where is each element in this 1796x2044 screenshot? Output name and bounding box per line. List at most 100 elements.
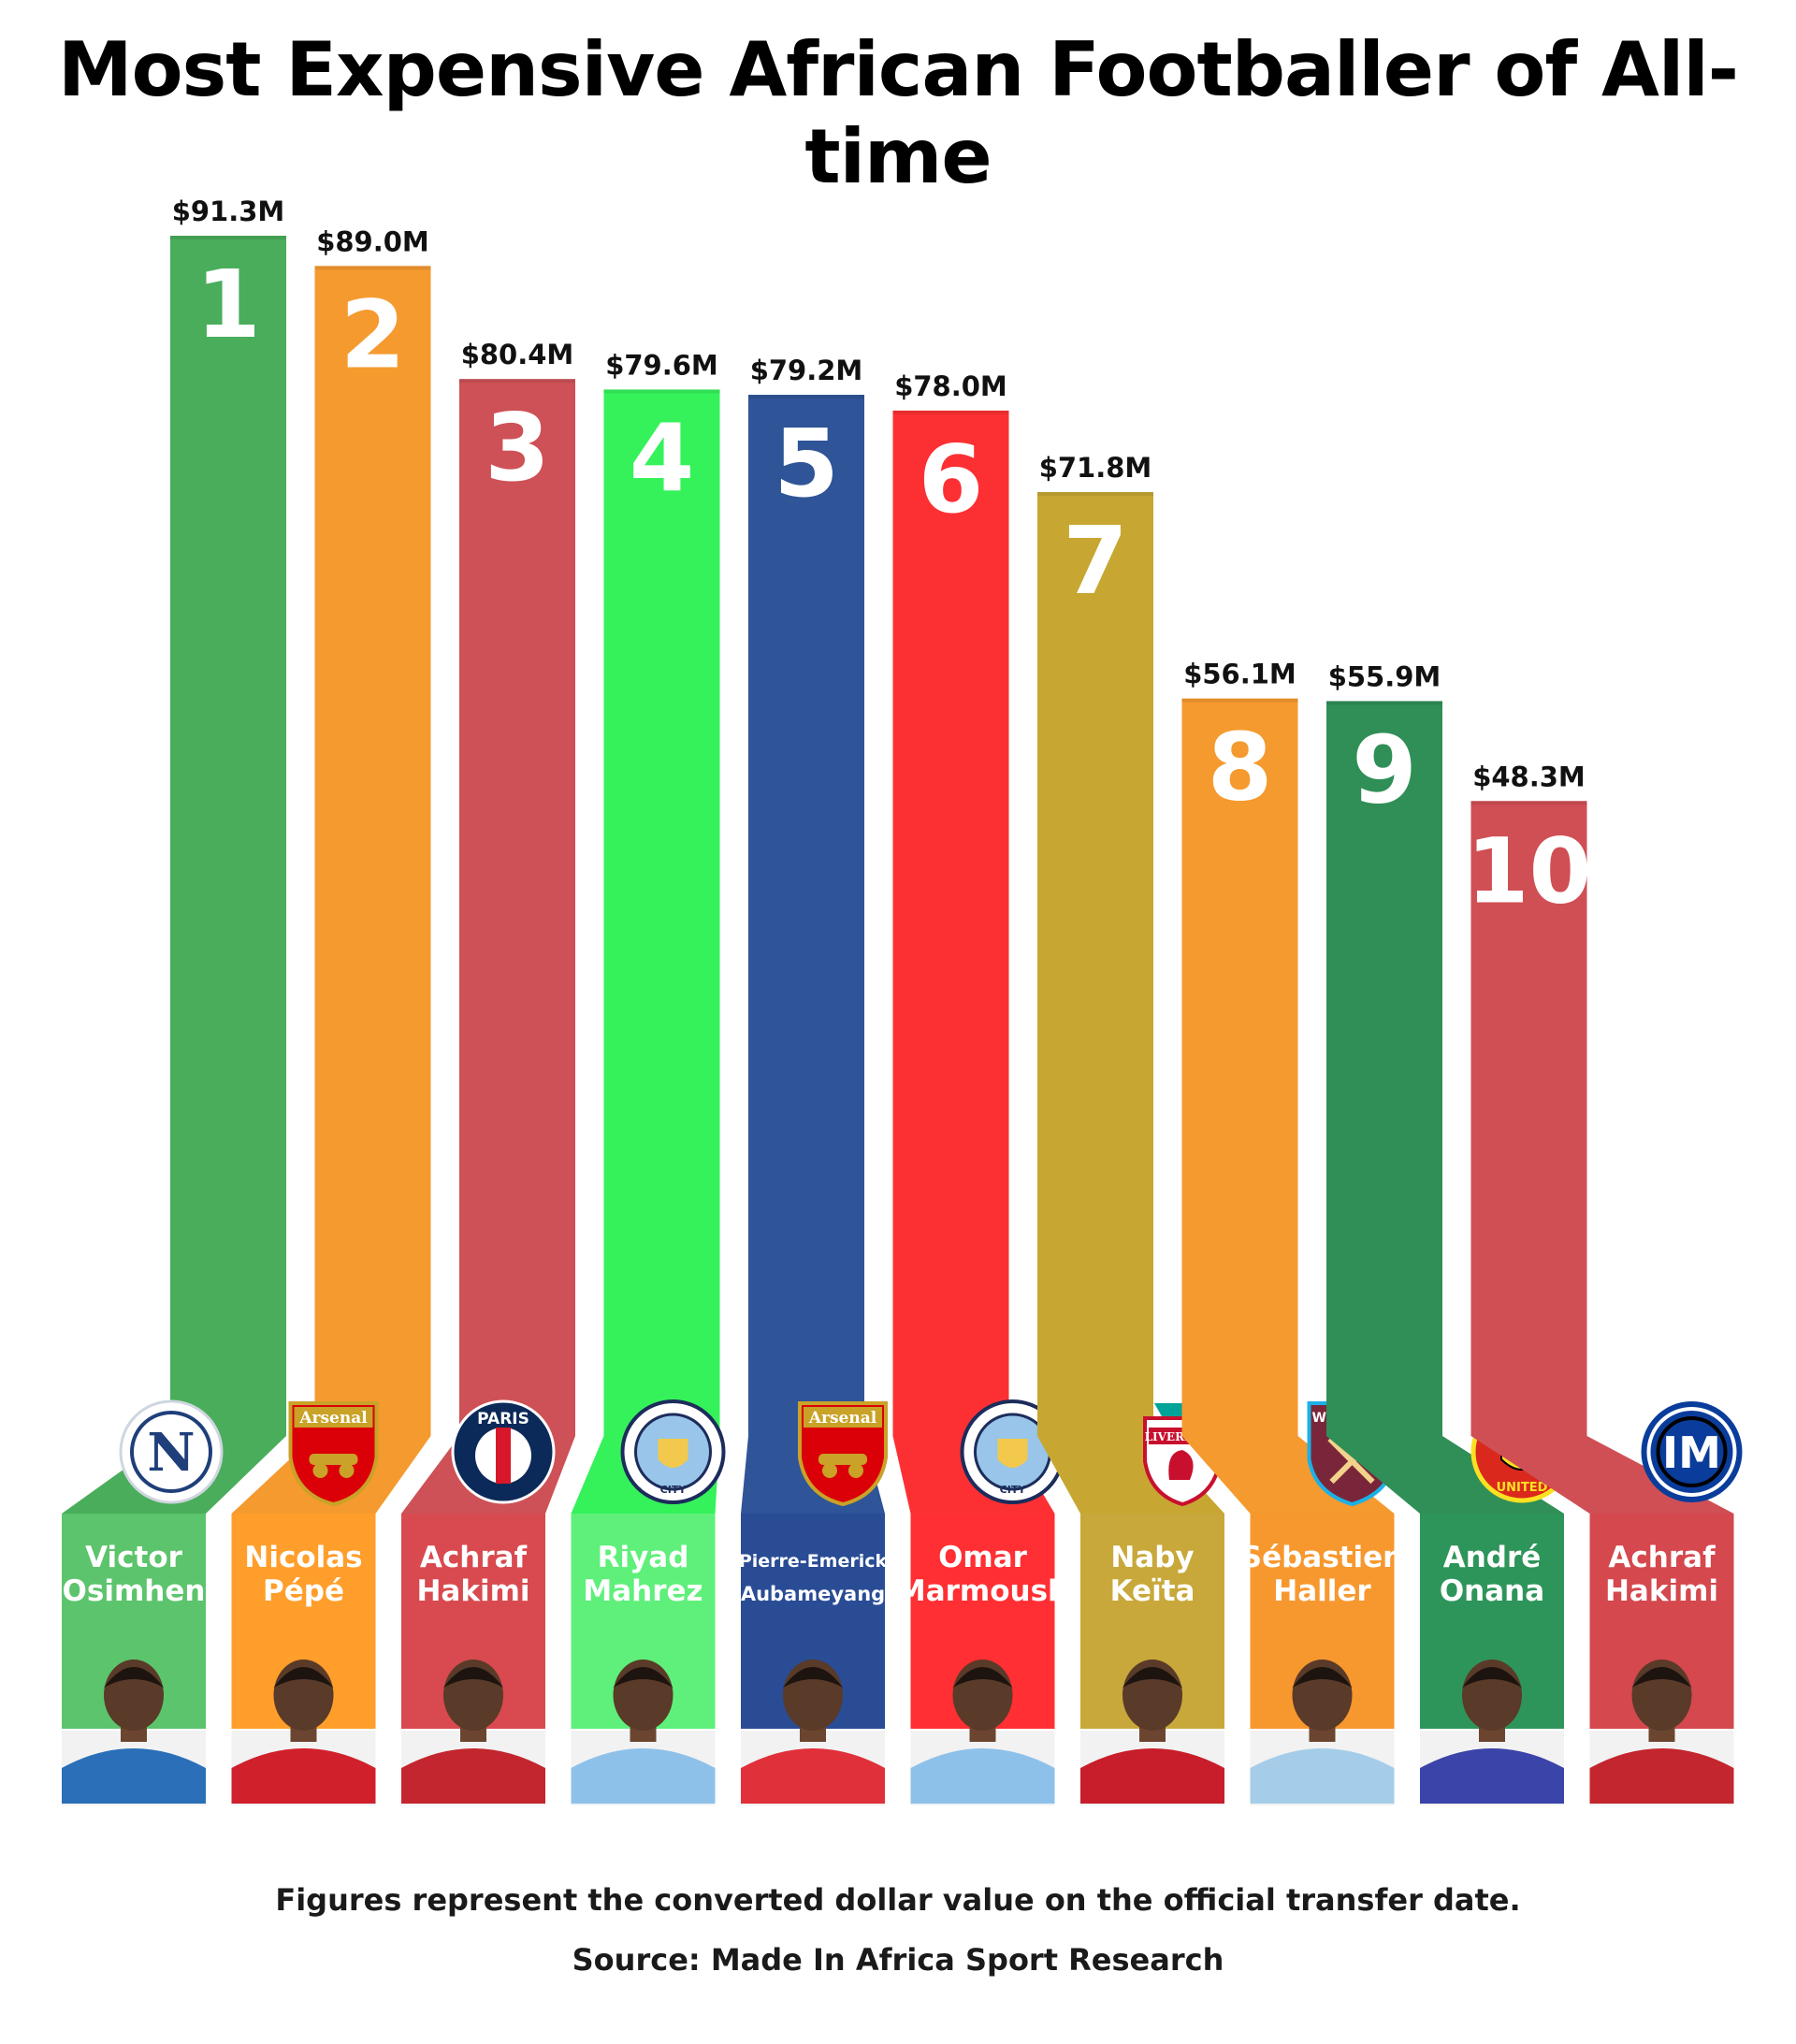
- bar: [459, 379, 575, 1436]
- player-name-line: Aubameyang: [741, 1583, 885, 1605]
- svg-text:PARIS: PARIS: [477, 1410, 529, 1428]
- player-hair: [1292, 1667, 1353, 1688]
- rank-number: 7: [1063, 506, 1128, 616]
- player-name-line: Pierre-Emerick: [739, 1551, 888, 1572]
- svg-text:N: N: [147, 1422, 195, 1484]
- player-shirt: [1080, 1748, 1224, 1804]
- bar-group-5: 5 $79.2M Pierre-Emerick Aubameyang ArsenalAr…: [739, 355, 888, 1805]
- player-name-line: Pépé: [263, 1574, 344, 1608]
- svg-text:CITY: CITY: [660, 1484, 688, 1496]
- player-shirt: [401, 1748, 545, 1804]
- player-name-line: Keïta: [1110, 1574, 1195, 1608]
- player-name-line: Riyad: [598, 1541, 689, 1574]
- bar: [748, 395, 864, 1436]
- rank-number: 5: [774, 409, 839, 518]
- value-label: $89.0M: [316, 225, 429, 257]
- player-shirt: [231, 1748, 376, 1804]
- player-name-line: André: [1443, 1541, 1542, 1574]
- bar: [603, 389, 720, 1437]
- rank-number: 6: [919, 425, 984, 534]
- bar-top-edge: [748, 395, 864, 399]
- value-label: $78.0M: [894, 370, 1007, 402]
- value-label: $80.4M: [461, 339, 574, 370]
- player-hair: [104, 1667, 164, 1688]
- svg-text:CITY: CITY: [1000, 1484, 1027, 1496]
- value-label: $48.3M: [1472, 761, 1586, 792]
- bar: [170, 236, 286, 1436]
- value-label: $56.1M: [1183, 659, 1296, 690]
- rank-number: 2: [340, 280, 406, 389]
- rank-number: 8: [1208, 713, 1273, 822]
- rank-number: 10: [1467, 819, 1592, 923]
- player-name-line: Onana: [1440, 1574, 1544, 1608]
- player-name-line: Sébastien: [1241, 1541, 1403, 1574]
- bar-top-edge: [892, 410, 1009, 414]
- player-shirt: [62, 1748, 206, 1804]
- player-shirt: [1589, 1748, 1734, 1804]
- player-name-line: Mahrez: [583, 1574, 702, 1608]
- player-name-line: Hakimi: [1605, 1574, 1718, 1608]
- footnote: Figures represent the converted dollar v…: [275, 1882, 1521, 1918]
- player-shirt: [1250, 1748, 1395, 1804]
- player-name-line: Marmoush: [897, 1574, 1068, 1608]
- psg-crest-icon: PSGPARIS: [451, 1399, 556, 1504]
- player-hair: [952, 1667, 1013, 1688]
- player-name-line: Achraf: [420, 1541, 528, 1574]
- arsenal-crest-icon: ArsenalArsenal: [288, 1401, 379, 1507]
- rank-number: 9: [1352, 715, 1417, 824]
- bar-top-edge: [314, 266, 431, 270]
- svg-text:Arsenal: Arsenal: [298, 1409, 368, 1428]
- player-name-line: Naby: [1110, 1541, 1194, 1574]
- player-hair: [443, 1667, 503, 1688]
- bar-group-7: 7$71.8MNabyKeïtaLiverpoolLIVERPOOL: [1037, 452, 1224, 1805]
- bar: [1326, 701, 1442, 1436]
- value-label: $91.3M: [172, 196, 285, 227]
- player-hair: [613, 1667, 674, 1688]
- bar-top-edge: [1326, 701, 1442, 705]
- player-hair: [273, 1667, 334, 1688]
- player-hair: [1122, 1667, 1182, 1688]
- rank-number: 4: [630, 403, 695, 513]
- bar: [1037, 492, 1153, 1436]
- bar-top-edge: [1037, 492, 1153, 497]
- value-label: $71.8M: [1039, 452, 1152, 484]
- rank-number: 1: [196, 250, 261, 359]
- bar-top-edge: [170, 236, 286, 239]
- player-shirt: [741, 1748, 885, 1804]
- player-shirt: [1420, 1748, 1564, 1804]
- chart-title: Most Expensive African Footballer of All…: [58, 26, 1739, 200]
- bar: [892, 410, 1009, 1437]
- player-name-line: Hakimi: [416, 1574, 529, 1608]
- player-name-line: Haller: [1273, 1574, 1371, 1608]
- svg-text:UNITED: UNITED: [1497, 1481, 1548, 1495]
- player-shirt: [910, 1748, 1055, 1804]
- bar-top-edge: [603, 389, 720, 394]
- player-name-line: Nicolas: [244, 1541, 362, 1574]
- inter-crest-icon: InterIM: [1641, 1401, 1743, 1502]
- value-label: $79.2M: [750, 355, 863, 386]
- man-city-crest-icon: Manchester CityCITY: [960, 1399, 1065, 1504]
- bar: [1181, 698, 1298, 1436]
- rank-number: 3: [485, 393, 550, 502]
- player-shirt: [571, 1748, 716, 1804]
- player-name-line: Victor: [85, 1541, 183, 1574]
- bar: [1470, 801, 1587, 1436]
- player-name-line: Osimhen: [63, 1574, 206, 1608]
- napoli-crest-icon: NapoliN: [119, 1399, 224, 1504]
- player-hair: [783, 1667, 843, 1688]
- bar-top-edge: [1470, 801, 1587, 805]
- man-city-crest-icon: Manchester CityCITY: [620, 1399, 726, 1504]
- source-note: Source: Made In Africa Sport Research: [572, 1942, 1224, 1978]
- player-name-line: Omar: [938, 1541, 1028, 1574]
- svg-text:Arsenal: Arsenal: [808, 1409, 877, 1428]
- value-label: $55.9M: [1328, 660, 1441, 692]
- bar-group-8: 8$56.1MSébastienHallerWest Ham UnitedWES…: [1181, 659, 1403, 1805]
- player-hair: [1462, 1667, 1522, 1688]
